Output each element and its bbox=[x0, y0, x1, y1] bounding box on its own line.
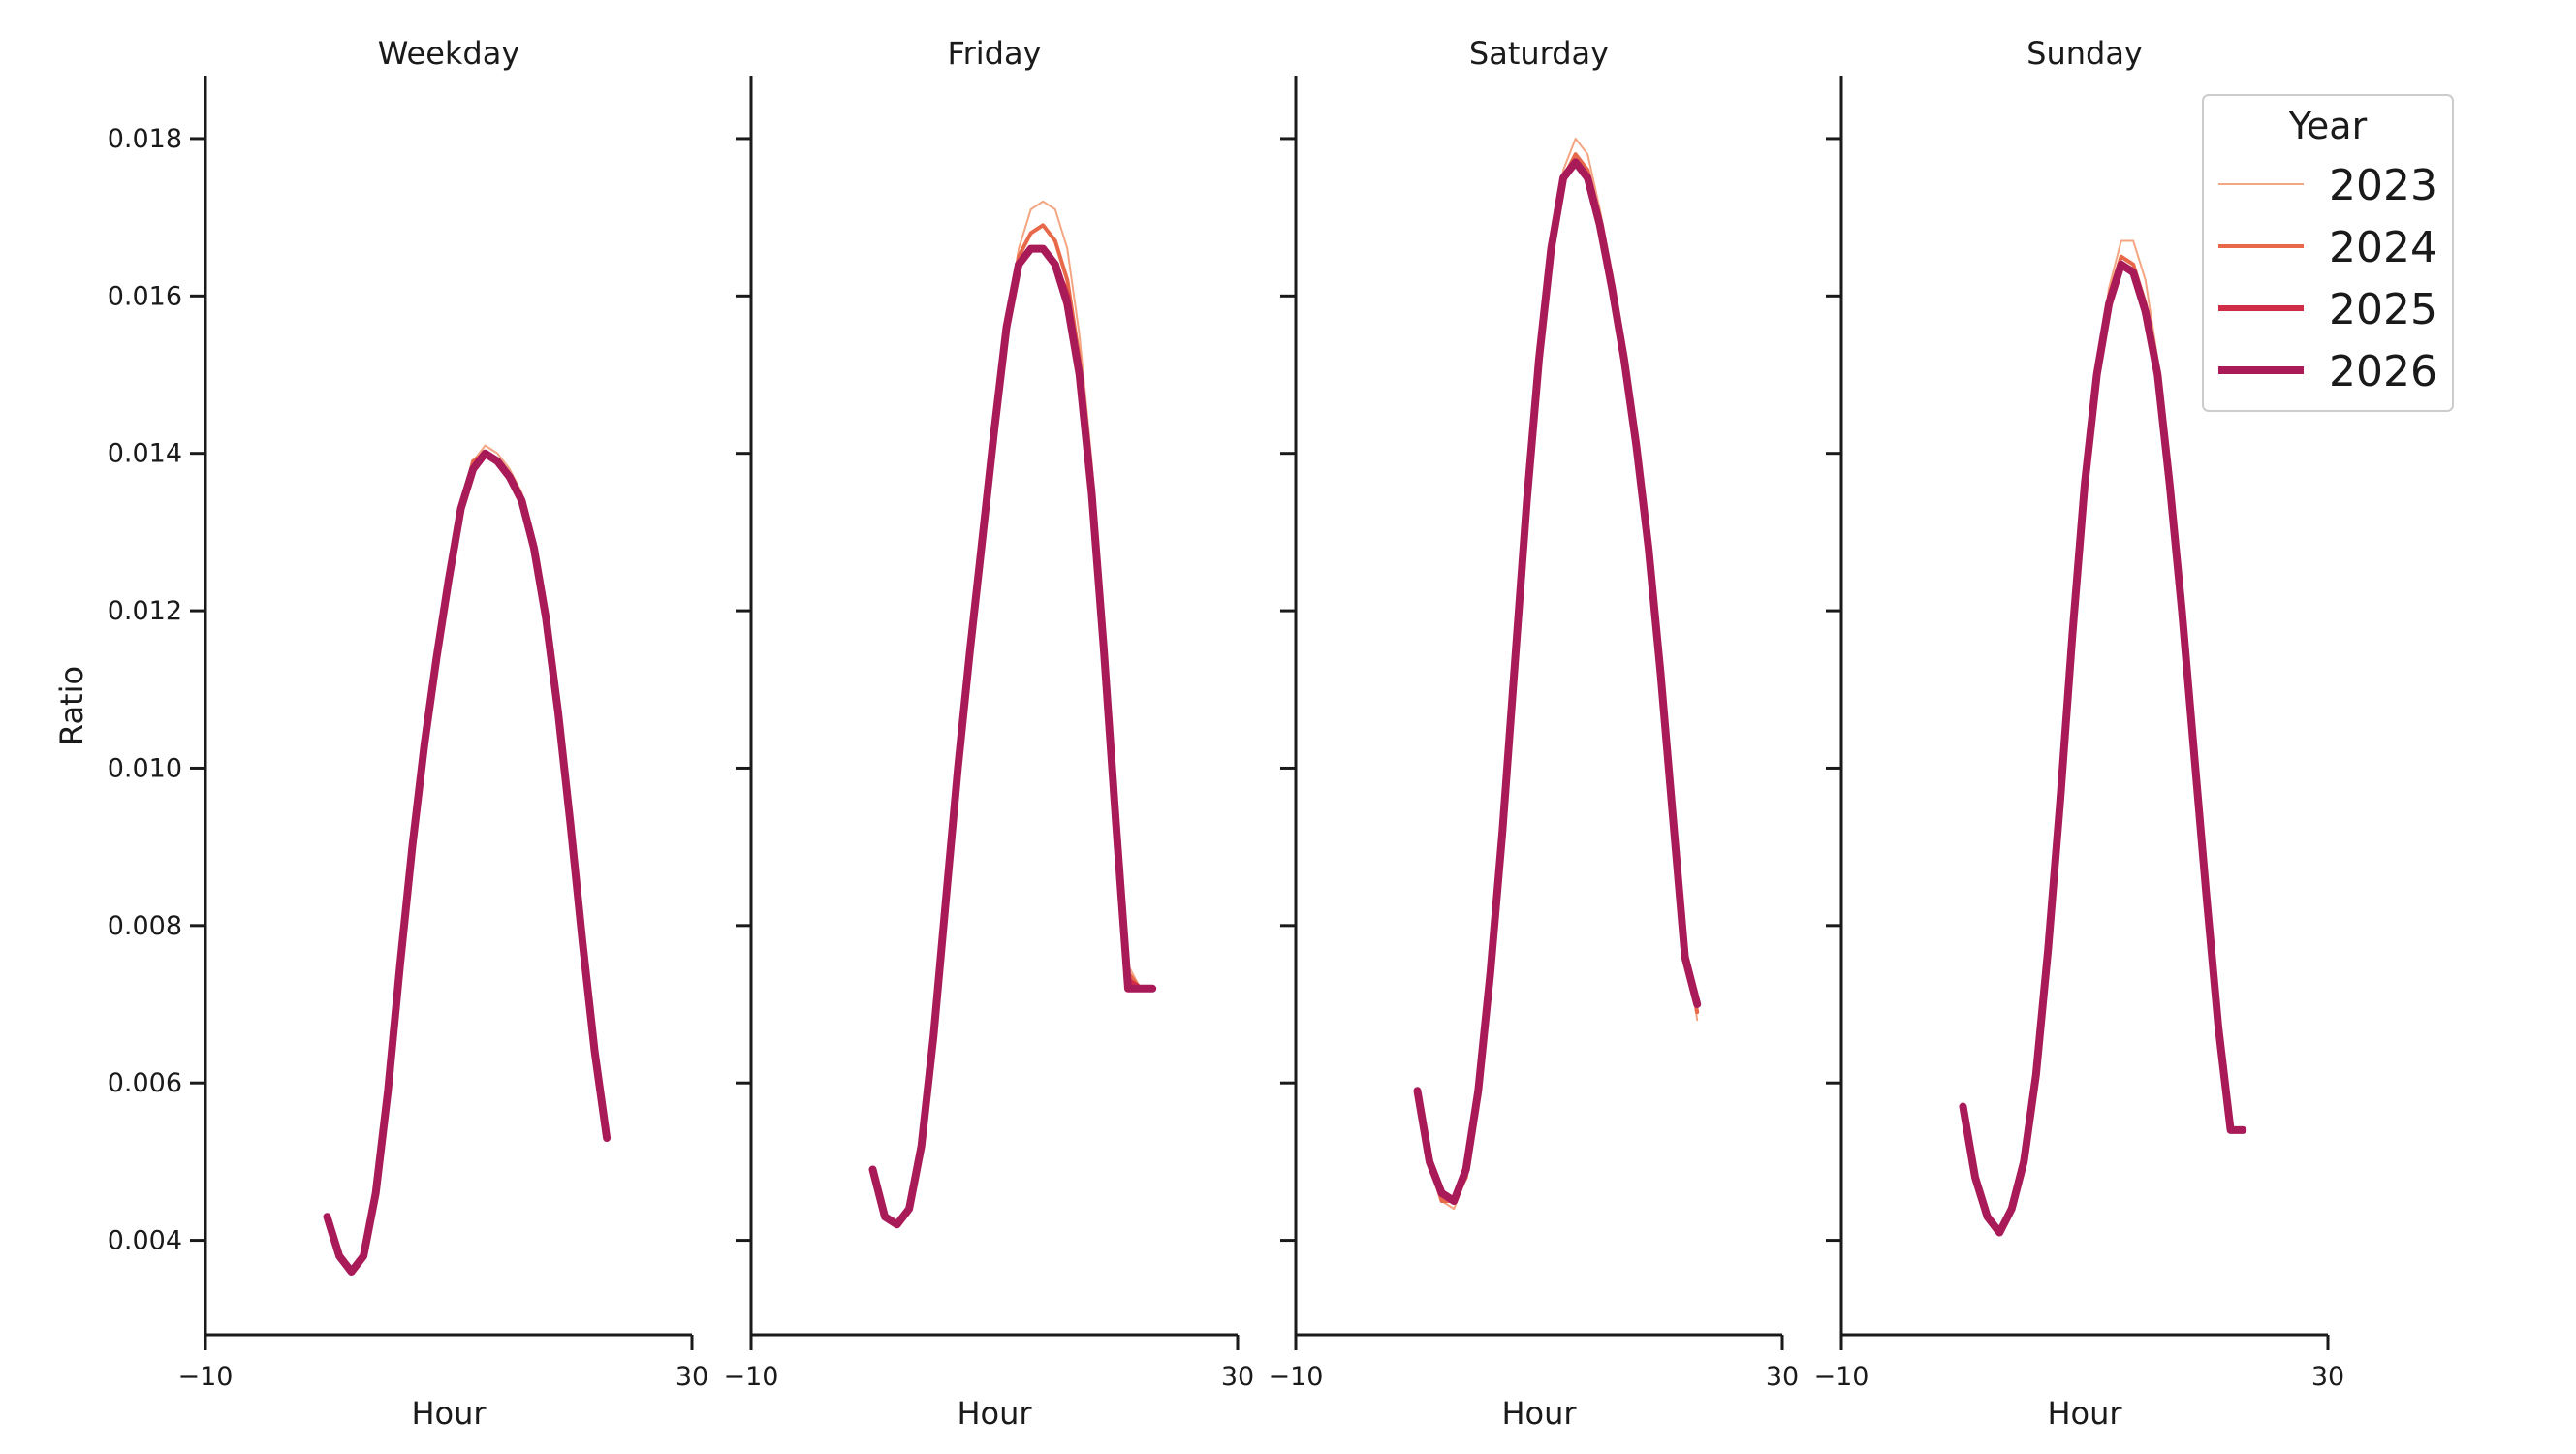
y-tick-label: 0.006 bbox=[108, 1068, 182, 1098]
panel-weekday: Weekday 0.004 0.006 0.008 0.010 0.012 0.014 0.0… bbox=[108, 35, 708, 1432]
y-tick-label: 0.016 bbox=[108, 281, 182, 311]
x-tick-label: 30 bbox=[1221, 1362, 1254, 1392]
x-axis-title: Hour bbox=[411, 1395, 487, 1432]
series-line-2023 bbox=[1416, 138, 1699, 1211]
panels: Weekday 0.004 0.006 0.008 0.010 0.012 0.014 0.0… bbox=[108, 35, 2344, 1432]
series-line-2026 bbox=[1959, 260, 2247, 1237]
panel-friday: Friday −10 30 Hour bbox=[724, 35, 1255, 1432]
legend: Year 2023 2024 2025 2026 bbox=[2202, 94, 2454, 412]
x-axis-title: Hour bbox=[957, 1395, 1032, 1432]
legend-title: Year bbox=[2288, 105, 2368, 147]
x-tick-label: −10 bbox=[178, 1362, 234, 1392]
x-tick-label: 30 bbox=[2311, 1362, 2344, 1392]
x-tick-label: −10 bbox=[1814, 1362, 1869, 1392]
panel-title: Weekday bbox=[378, 35, 520, 72]
y-tick-label: 0.018 bbox=[108, 124, 182, 154]
legend-frame bbox=[2202, 94, 2454, 412]
legend-label-2026: 2026 bbox=[2329, 347, 2437, 396]
panel-sunday: Sunday −10 30 Hour bbox=[1814, 35, 2345, 1432]
panel-title: Sunday bbox=[2026, 35, 2143, 72]
x-tick-label: 30 bbox=[675, 1362, 708, 1392]
y-tick-label: 0.004 bbox=[108, 1226, 182, 1256]
legend-label-2024: 2024 bbox=[2329, 223, 2437, 272]
y-tick-label: 0.008 bbox=[108, 911, 182, 941]
panel-title: Saturday bbox=[1469, 35, 1609, 72]
y-tick-label: 0.014 bbox=[108, 439, 182, 469]
x-axis-title: Hour bbox=[2047, 1395, 2122, 1432]
x-tick-label: 30 bbox=[1766, 1362, 1799, 1392]
series-line-2024 bbox=[325, 451, 610, 1274]
x-tick-label: −10 bbox=[724, 1362, 779, 1392]
y-tick-label: 0.010 bbox=[108, 753, 182, 783]
y-axis-title: Ratio bbox=[53, 666, 90, 745]
series-line-2024 bbox=[1961, 254, 2246, 1235]
series-line-2024 bbox=[1415, 152, 1700, 1203]
series-line-2025 bbox=[324, 450, 611, 1275]
series-line-2025 bbox=[1414, 159, 1701, 1204]
panel-title: Friday bbox=[948, 35, 1042, 72]
series-line-2026 bbox=[323, 449, 612, 1276]
series-line-2023 bbox=[326, 444, 609, 1273]
series-line-2026 bbox=[868, 244, 1157, 1229]
y-tick-label: 0.012 bbox=[108, 596, 182, 626]
legend-label-2023: 2023 bbox=[2329, 161, 2437, 210]
x-axis-title: Hour bbox=[1501, 1395, 1577, 1432]
series-line-2023 bbox=[1962, 239, 2245, 1234]
x-tick-label: −10 bbox=[1269, 1362, 1324, 1392]
panel-saturday: Saturday −10 30 Hour bbox=[1269, 35, 1800, 1432]
series-line-2025 bbox=[1960, 261, 2246, 1236]
series-line-2026 bbox=[1413, 158, 1702, 1205]
legend-label-2025: 2025 bbox=[2329, 285, 2437, 334]
